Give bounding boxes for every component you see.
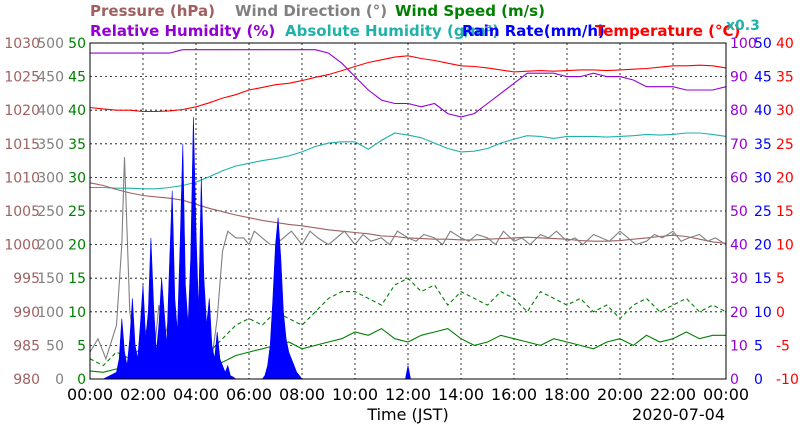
y-tick-wind-direction: 250 — [37, 204, 64, 220]
x-tick-label: 12:00 — [385, 385, 431, 404]
y-tick-pressure: 1015 — [4, 137, 40, 153]
y-tick-wind-direction: 200 — [37, 238, 64, 254]
y-tick-humidity: 10 — [730, 338, 748, 354]
y-tick-temperature: 40 — [776, 36, 794, 52]
y-tick-humidity: 40 — [730, 238, 748, 254]
y-tick-wind-speed: 15 — [68, 271, 86, 287]
chart-legend: Pressure (hPa) Wind Direction (°) Wind Spe… — [90, 2, 760, 40]
y-tick-wind-direction: 450 — [37, 70, 64, 86]
x-tick-label: 02:00 — [120, 385, 166, 404]
y-tick-wind-direction: 350 — [37, 137, 64, 153]
y-tick-wind-speed: 50 — [68, 36, 86, 52]
y-tick-wind-speed: 45 — [68, 70, 86, 86]
y-tick-humidity: 70 — [730, 137, 748, 153]
legend-abs-humidity: Absolute Humidity (g/m³) — [285, 22, 499, 40]
y-tick-temperature: 10 — [776, 238, 794, 254]
legend-rain: Rain Rate(mm/h) — [462, 22, 605, 40]
y-tick-pressure: 980 — [13, 372, 40, 388]
y-tick-rain: 50 — [754, 36, 772, 52]
y-tick-pressure: 995 — [13, 271, 40, 287]
y-tick-wind-speed: 10 — [68, 305, 86, 321]
legend-humidity: Relative Humidity (%) — [90, 22, 275, 40]
y-tick-wind-direction: 300 — [37, 170, 64, 186]
y-tick-pressure: 1030 — [4, 36, 40, 52]
y-tick-rain: 15 — [754, 271, 772, 287]
y-tick-humidity: 100 — [730, 36, 757, 52]
legend-pressure: Pressure (hPa) — [90, 2, 215, 20]
y-tick-wind-speed: 0 — [77, 372, 86, 388]
y-tick-wind-speed: 40 — [68, 103, 86, 119]
y-tick-temperature: 30 — [776, 103, 794, 119]
y-tick-humidity: 30 — [730, 271, 748, 287]
y-tick-rain: 20 — [754, 238, 772, 254]
y-tick-temperature: 20 — [776, 170, 794, 186]
y-tick-wind-direction: 150 — [37, 271, 64, 287]
y-tick-humidity: 50 — [730, 204, 748, 220]
y-tick-rain: 30 — [754, 170, 772, 186]
y-tick-wind-direction: 500 — [37, 36, 64, 52]
y-tick-rain: 35 — [754, 137, 772, 153]
y-tick-rain: 40 — [754, 103, 772, 119]
x-tick-label: 06:00 — [226, 385, 272, 404]
y-tick-rain: 0 — [754, 372, 763, 388]
y-tick-temperature: 25 — [776, 137, 794, 153]
y-tick-pressure: 990 — [13, 305, 40, 321]
y-tick-humidity: 90 — [730, 70, 748, 86]
chart-axes: 9809859909951000100510101015102010251030… — [4, 36, 799, 404]
series-temperature — [89, 55, 727, 113]
y-tick-wind-speed: 35 — [68, 137, 86, 153]
y-tick-wind-direction: 100 — [37, 305, 64, 321]
y-tick-pressure: 1005 — [4, 204, 40, 220]
x-tick-label: 22:00 — [650, 385, 696, 404]
y-tick-rain: 45 — [754, 70, 772, 86]
y-tick-wind-speed: 20 — [68, 238, 86, 254]
y-tick-wind-direction: 400 — [37, 103, 64, 119]
y-tick-temperature: 0 — [776, 305, 785, 321]
x-tick-label: 20:00 — [597, 385, 643, 404]
y-tick-pressure: 985 — [13, 338, 40, 354]
y-tick-temperature: 35 — [776, 70, 794, 86]
y-tick-pressure: 1025 — [4, 70, 40, 86]
x-tick-label: 00:00 — [67, 385, 113, 404]
y-tick-temperature: -5 — [776, 338, 790, 354]
x-tick-label: 04:00 — [173, 385, 219, 404]
x-tick-label: 18:00 — [544, 385, 590, 404]
legend-wind-speed: Wind Speed (m/s) — [395, 2, 545, 20]
y-tick-humidity: 60 — [730, 170, 748, 186]
y-tick-rain: 25 — [754, 204, 772, 220]
y-tick-wind-direction: 50 — [46, 338, 64, 354]
y-tick-pressure: 1020 — [4, 103, 40, 119]
x-tick-label: 08:00 — [279, 385, 325, 404]
series-relative-humidity — [90, 49, 727, 118]
plot-area — [89, 49, 727, 380]
y-tick-temperature: 5 — [776, 271, 785, 287]
rain-scale-note: x0.3 — [726, 18, 760, 34]
series-rain-rate-area — [90, 116, 726, 380]
x-tick-label: 16:00 — [491, 385, 537, 404]
legend-wind-direction: Wind Direction (°) — [235, 2, 387, 20]
x-tick-label: 14:00 — [438, 385, 484, 404]
y-tick-rain: 5 — [754, 338, 763, 354]
series-absolute-humidity — [90, 132, 727, 190]
y-tick-wind-direction: 0 — [55, 372, 64, 388]
y-tick-humidity: 0 — [730, 372, 739, 388]
x-tick-label: 10:00 — [332, 385, 378, 404]
y-tick-wind-speed: 5 — [77, 338, 86, 354]
legend-temperature: Temperature (°C) — [595, 22, 740, 40]
plot-frame — [89, 42, 727, 380]
x-tick-label: 00:00 — [703, 385, 749, 404]
y-tick-pressure: 1000 — [4, 238, 40, 254]
y-tick-temperature: 15 — [776, 204, 794, 220]
y-tick-pressure: 1010 — [4, 170, 40, 186]
x-axis-label: Time (JST) — [366, 405, 448, 424]
y-tick-wind-speed: 25 — [68, 204, 86, 220]
y-tick-rain: 10 — [754, 305, 772, 321]
y-tick-wind-speed: 30 — [68, 170, 86, 186]
y-tick-humidity: 80 — [730, 103, 748, 119]
chart-date: 2020-07-04 — [632, 405, 725, 424]
y-tick-temperature: -10 — [776, 372, 799, 388]
y-tick-humidity: 20 — [730, 305, 748, 321]
